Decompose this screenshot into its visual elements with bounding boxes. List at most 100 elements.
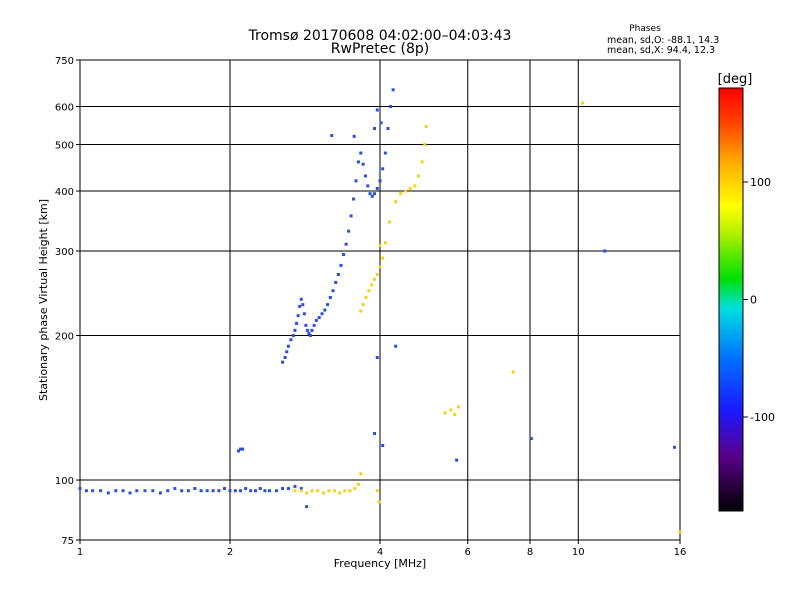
data-point-o <box>305 505 309 509</box>
data-point-o <box>249 489 253 493</box>
data-point-x <box>364 296 368 300</box>
data-point-o <box>281 487 285 491</box>
data-point-x <box>373 277 377 281</box>
data-point-o <box>296 314 300 318</box>
data-point-x <box>417 174 421 178</box>
data-point-o <box>312 323 316 327</box>
data-point-x <box>449 408 453 412</box>
data-point-o <box>310 328 314 332</box>
data-point-o <box>166 489 170 493</box>
data-point-o <box>381 167 385 171</box>
data-point-o <box>295 321 299 325</box>
y-tick-label: 300 <box>55 247 74 258</box>
data-point-o <box>293 328 297 332</box>
stats-title: Phases <box>629 24 661 34</box>
data-point-o <box>344 242 348 246</box>
data-point-o <box>78 487 82 491</box>
data-point-o <box>239 447 243 451</box>
stats-line-o: mean, sd,O: -88.1, 14.3 <box>607 35 719 46</box>
data-point-o <box>383 151 387 155</box>
data-point-o <box>223 487 227 491</box>
data-point-x <box>356 482 360 486</box>
data-point-o <box>375 186 379 190</box>
chart-title: Tromsø 20170608 04:02:00–04:03:43 <box>248 28 512 44</box>
data-point-o <box>99 489 103 493</box>
data-point-o <box>308 334 312 338</box>
data-point-o <box>173 487 177 491</box>
data-point-x <box>403 189 407 193</box>
data-point-o <box>199 489 203 493</box>
x-tick-label: 10 <box>572 547 585 558</box>
data-point-o <box>339 263 343 267</box>
x-tick-label: 16 <box>674 547 687 558</box>
colorbar-tick-label: -100 <box>750 411 775 424</box>
data-point-o <box>370 194 374 198</box>
data-point-o <box>354 179 358 183</box>
data-point-x <box>388 220 392 224</box>
data-point-o <box>267 489 271 493</box>
x-tick-label: 1 <box>77 547 83 558</box>
data-point-o <box>205 489 209 493</box>
data-point-x <box>316 489 320 493</box>
data-point-o <box>349 214 353 218</box>
data-point-o <box>317 316 321 320</box>
data-point-o <box>180 489 184 493</box>
data-point-o <box>328 296 332 300</box>
data-point-o <box>336 273 340 277</box>
data-point-o <box>135 489 139 493</box>
colorbar-ticks: 100 0 -100 <box>743 176 775 424</box>
data-point-o <box>285 350 289 354</box>
data-point-x <box>343 489 347 493</box>
data-point-o <box>379 121 383 125</box>
data-point-o <box>307 331 311 335</box>
data-point-x <box>367 289 371 293</box>
data-point-x <box>348 489 352 493</box>
data-point-o <box>301 303 305 307</box>
data-point-o <box>323 308 327 312</box>
data-point-o <box>368 192 372 196</box>
data-point-o <box>302 312 306 316</box>
grid <box>76 59 681 544</box>
data-point-x <box>359 309 363 313</box>
x-tick-labels: 1 2 4 6 8 10 16 <box>77 547 687 558</box>
data-point-o <box>253 489 257 493</box>
data-point-o <box>375 108 379 112</box>
data-point-o <box>286 344 290 348</box>
y-tick-label: 200 <box>55 332 74 343</box>
data-point-x <box>375 273 379 277</box>
data-point-o <box>121 489 125 493</box>
data-point-o <box>91 489 95 493</box>
data-point-o <box>373 192 377 196</box>
data-point-x <box>678 530 682 534</box>
data-point-x <box>581 101 585 105</box>
colorbar <box>718 87 744 512</box>
data-point-x <box>353 487 357 491</box>
data-point-o <box>455 458 459 462</box>
data-point-o <box>375 355 379 359</box>
data-point-o <box>394 344 398 348</box>
data-point-x <box>394 200 398 204</box>
data-point-x <box>383 241 387 245</box>
data-point-o <box>326 303 330 307</box>
data-point-o <box>373 126 377 130</box>
data-point-x <box>443 411 447 415</box>
data-point-o <box>347 229 351 233</box>
y-tick-label: 750 <box>55 56 74 67</box>
data-point-o <box>391 88 395 92</box>
data-point-o <box>233 489 237 493</box>
data-point-o <box>84 489 88 493</box>
data-point-o <box>299 297 303 301</box>
data-point-x <box>361 303 365 307</box>
data-point-x <box>423 143 427 147</box>
data-point-x <box>305 491 309 495</box>
data-point-o <box>275 489 279 493</box>
data-point-o <box>244 487 248 491</box>
data-point-x <box>377 500 381 504</box>
data-point-o <box>299 487 303 491</box>
data-point-o <box>359 151 363 155</box>
data-point-o <box>386 126 390 130</box>
data-point-x <box>457 405 461 409</box>
data-point-o <box>373 432 377 436</box>
data-point-x <box>310 489 314 493</box>
